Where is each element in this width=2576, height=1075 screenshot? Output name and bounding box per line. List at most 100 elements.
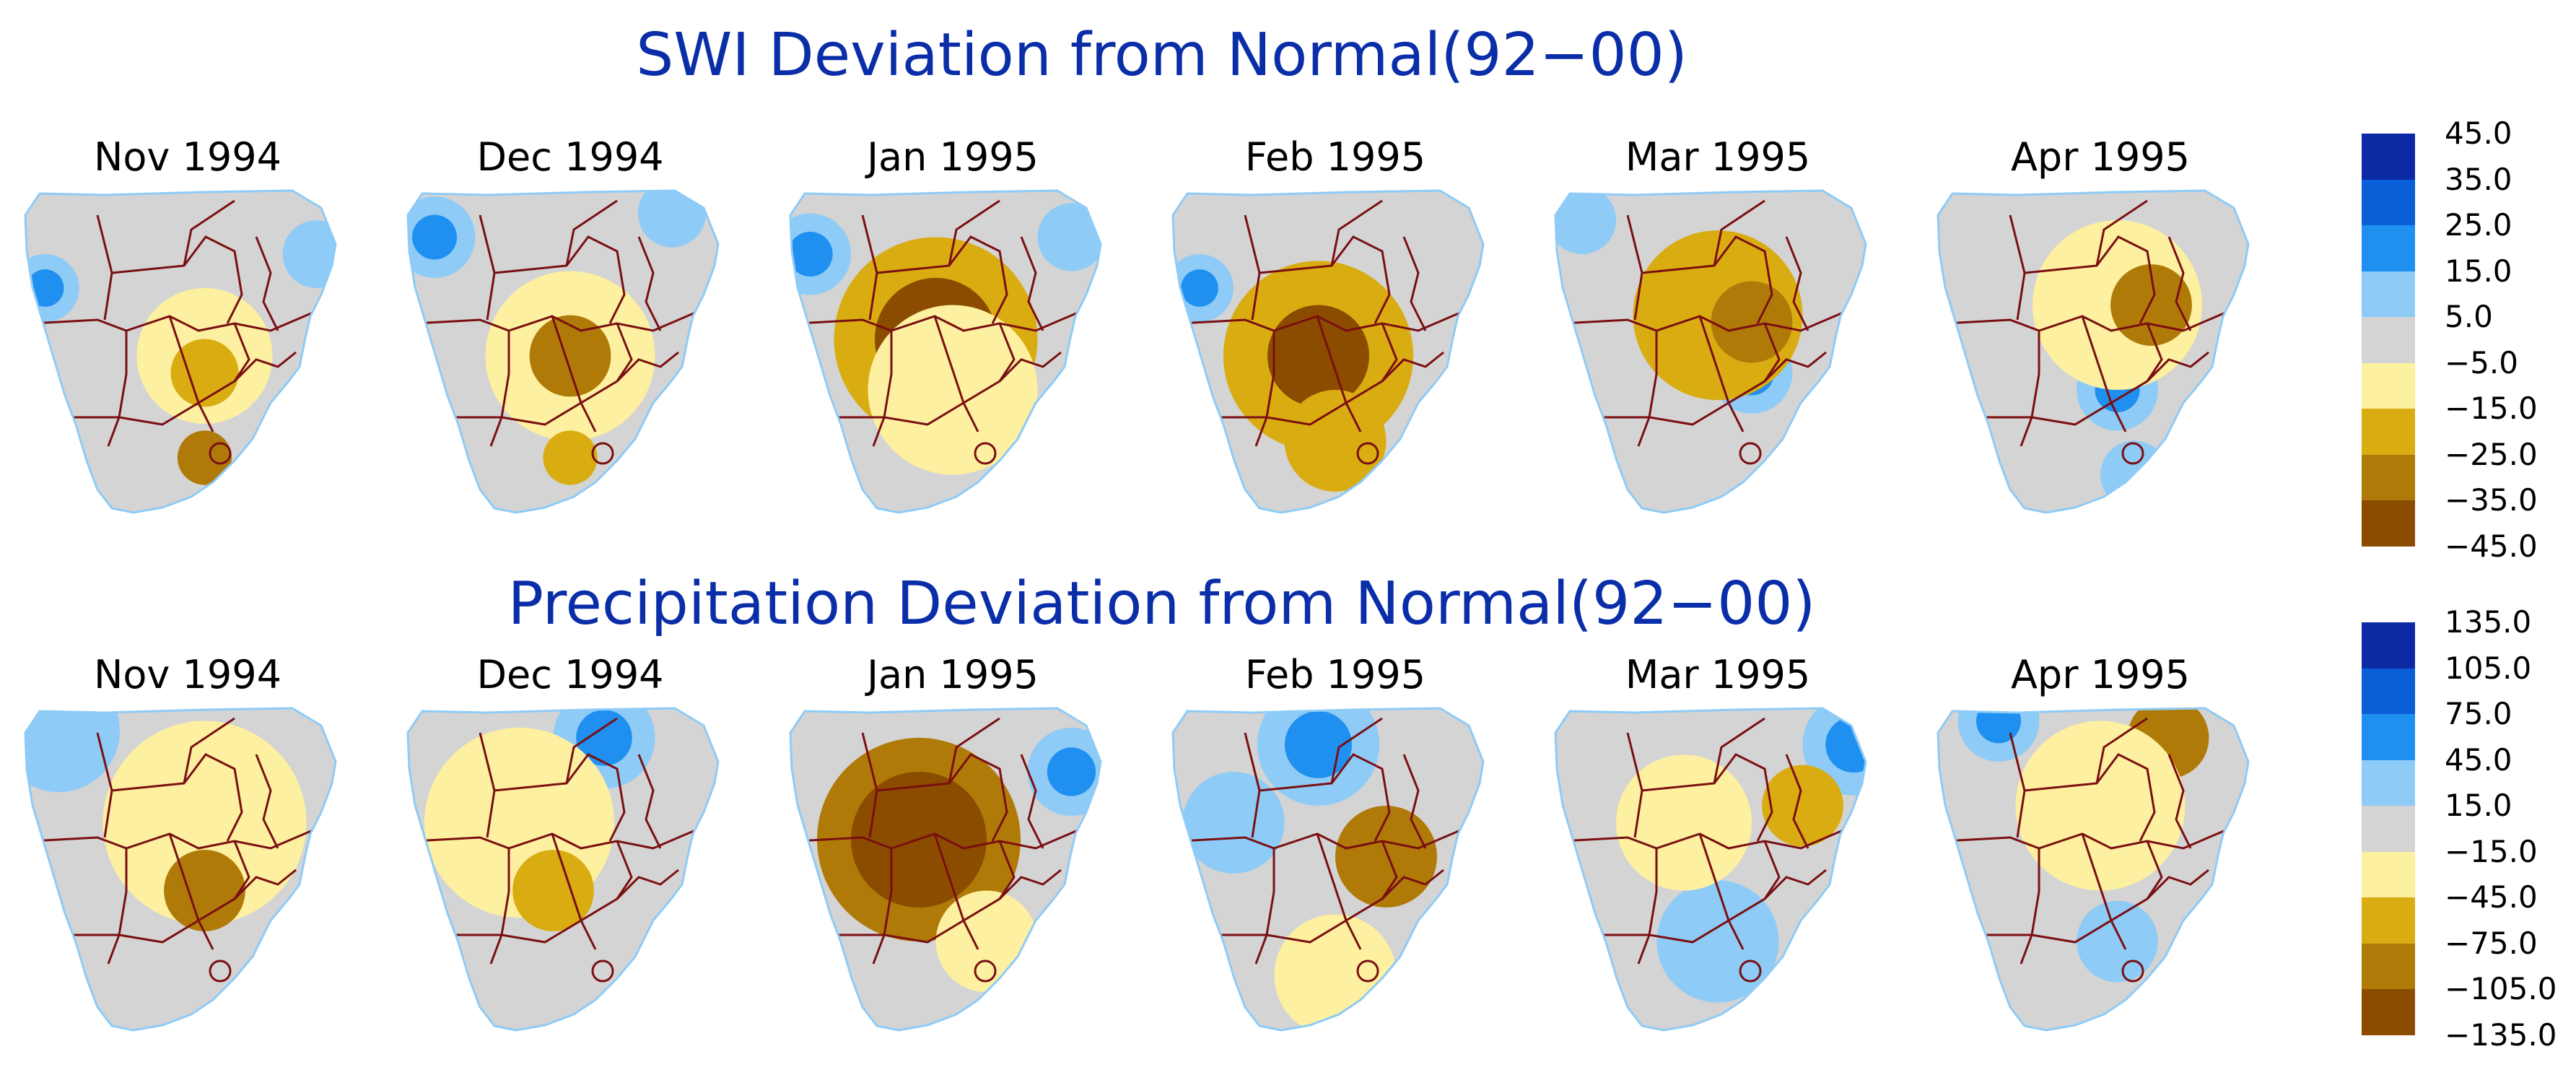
country-border: [616, 323, 633, 382]
country-border: [2095, 199, 2148, 266]
legend-label: 35.0: [2445, 161, 2512, 197]
country-border: [1785, 754, 1809, 849]
country-border: [1020, 754, 1044, 849]
country-border: [32, 825, 322, 850]
legend-label: −15.0: [2445, 833, 2538, 869]
country-border: [2081, 315, 2127, 432]
lesotho-border: [1356, 442, 1379, 465]
country-border: [1402, 754, 1427, 849]
legend-label: −105.0: [2445, 971, 2557, 1006]
lesotho-border: [974, 442, 997, 465]
country-border: [1345, 351, 1444, 404]
legend-swatch: [2362, 134, 2415, 180]
legend-label: −75.0: [2445, 925, 2538, 961]
wet-anomaly-core: [576, 710, 632, 766]
country-border: [1641, 753, 1773, 842]
legend-swatch: [2362, 760, 2415, 806]
country-border: [565, 717, 618, 784]
country-border: [1944, 308, 2235, 332]
country-border: [2020, 331, 2040, 447]
map-swi-4: [1554, 189, 1867, 514]
country-border: [1592, 401, 1729, 426]
month-label: Dec 1994: [476, 134, 664, 180]
country-border: [1259, 753, 1391, 842]
map-precip-4: [1554, 707, 1867, 1032]
lesotho-border: [591, 442, 614, 465]
legend-swatch: [2362, 622, 2415, 669]
country-border: [1179, 308, 1470, 332]
country-border: [1345, 869, 1444, 922]
month-label: Nov 1994: [94, 652, 281, 697]
legend-label: 75.0: [2445, 696, 2512, 731]
wet-anomaly-core: [1181, 269, 1218, 307]
country-border: [1316, 315, 1362, 432]
country-border: [107, 848, 128, 965]
country-border: [1562, 308, 1852, 332]
country-border: [183, 717, 235, 784]
wet-anomaly-core: [790, 231, 833, 277]
dry-anomaly-region: [177, 430, 232, 485]
country-border: [168, 833, 214, 950]
coastline: [406, 707, 720, 1032]
country-border: [637, 754, 662, 849]
legend-swatch: [2362, 714, 2415, 760]
legend-label: 45.0: [2445, 116, 2512, 151]
dry-anomaly-region: [1762, 765, 1843, 847]
map-precip-3: [1171, 707, 1485, 1032]
country-border: [1785, 236, 1809, 331]
month-label: Jan 1995: [867, 134, 1039, 180]
legend-label: −5.0: [2445, 344, 2518, 380]
coastline: [1937, 189, 2250, 514]
legend-swatch: [2362, 500, 2415, 547]
country-border: [183, 199, 235, 266]
dry-anomaly-region: [102, 721, 307, 925]
country-border: [797, 825, 1087, 850]
wet-anomaly-region: [1555, 191, 1616, 254]
country-border: [948, 199, 1000, 266]
country-border: [1381, 840, 1398, 900]
coastline: [406, 189, 720, 514]
country-border: [414, 308, 704, 332]
country-border: [876, 235, 1008, 324]
legend-swatch: [2362, 317, 2415, 363]
dry-anomaly-region: [1335, 806, 1437, 908]
country-border: [2095, 717, 2148, 784]
lesotho-border: [1739, 959, 1762, 983]
lesotho-border: [1739, 442, 1762, 465]
country-border: [637, 236, 662, 331]
dry-anomaly-region: [1284, 390, 1387, 492]
country-border: [61, 401, 199, 426]
country-border: [61, 919, 199, 944]
country-border: [1254, 848, 1275, 965]
country-border: [1254, 331, 1275, 447]
legend-swatch: [2362, 409, 2415, 455]
country-border: [933, 315, 979, 432]
country-border: [111, 235, 243, 324]
country-border: [948, 717, 1000, 784]
country-border: [580, 869, 679, 922]
dry-anomaly-region: [2110, 264, 2192, 346]
month-label: Mar 1995: [1625, 652, 1811, 697]
country-border: [1728, 869, 1827, 922]
legend-swatch: [2362, 851, 2415, 897]
legend-swatch: [2362, 362, 2415, 409]
month-label: Apr 1995: [2010, 652, 2190, 697]
country-border: [826, 919, 964, 944]
map-precip-2: [789, 707, 1102, 1032]
country-border: [1641, 235, 1773, 324]
month-label: Feb 1995: [1244, 134, 1426, 180]
dry-anomaly-region: [529, 315, 611, 397]
month-label: Dec 1994: [476, 652, 664, 697]
legend-swatch: [2362, 943, 2415, 989]
country-border: [414, 825, 704, 850]
country-border: [1562, 825, 1852, 850]
country-border: [1179, 825, 1470, 850]
dry-anomaly-region: [543, 430, 598, 485]
legend-swatch: [2362, 806, 2415, 852]
country-border: [872, 848, 893, 965]
country-border: [494, 753, 626, 842]
country-border: [797, 308, 1087, 332]
legend-label: 25.0: [2445, 207, 2512, 243]
country-border: [168, 315, 214, 432]
coastline: [1171, 189, 1485, 514]
